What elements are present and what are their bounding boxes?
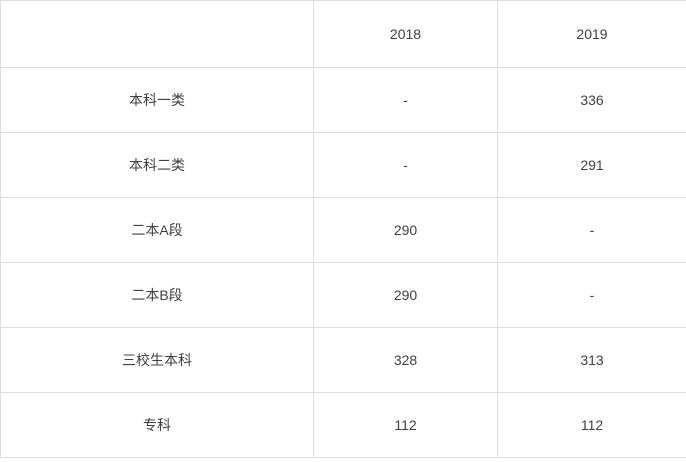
table-body: 本科一类 - 336 本科二类 - 291 二本A段 290 - 二本B段 29… bbox=[0, 67, 686, 458]
value-2019: - bbox=[497, 262, 686, 328]
row-label: 三校生本科 bbox=[0, 327, 314, 393]
value-2018: - bbox=[313, 132, 498, 198]
table-row: 本科二类 - 291 bbox=[0, 132, 686, 198]
table-row: 二本A段 290 - bbox=[0, 197, 686, 263]
row-label: 专科 bbox=[0, 392, 314, 458]
table-row: 三校生本科 328 313 bbox=[0, 327, 686, 393]
table-row: 本科一类 - 336 bbox=[0, 67, 686, 133]
header-cell-empty bbox=[0, 0, 314, 68]
value-2019: 112 bbox=[497, 392, 686, 458]
header-cell-2019: 2019 bbox=[497, 0, 686, 68]
value-2019: - bbox=[497, 197, 686, 263]
row-label: 二本B段 bbox=[0, 262, 314, 328]
value-2019: 291 bbox=[497, 132, 686, 198]
value-2018: 290 bbox=[313, 197, 498, 263]
row-label: 本科一类 bbox=[0, 67, 314, 133]
table-header: 2018 2019 bbox=[0, 0, 686, 68]
table-row: 专科 112 112 bbox=[0, 392, 686, 458]
value-2019: 336 bbox=[497, 67, 686, 133]
header-cell-2018: 2018 bbox=[313, 0, 498, 68]
value-2018: 290 bbox=[313, 262, 498, 328]
table-row: 二本B段 290 - bbox=[0, 262, 686, 328]
value-2018: - bbox=[313, 67, 498, 133]
value-2018: 328 bbox=[313, 327, 498, 393]
header-row: 2018 2019 bbox=[0, 0, 686, 68]
value-2019: 313 bbox=[497, 327, 686, 393]
row-label: 本科二类 bbox=[0, 132, 314, 198]
value-2018: 112 bbox=[313, 392, 498, 458]
row-label: 二本A段 bbox=[0, 197, 314, 263]
